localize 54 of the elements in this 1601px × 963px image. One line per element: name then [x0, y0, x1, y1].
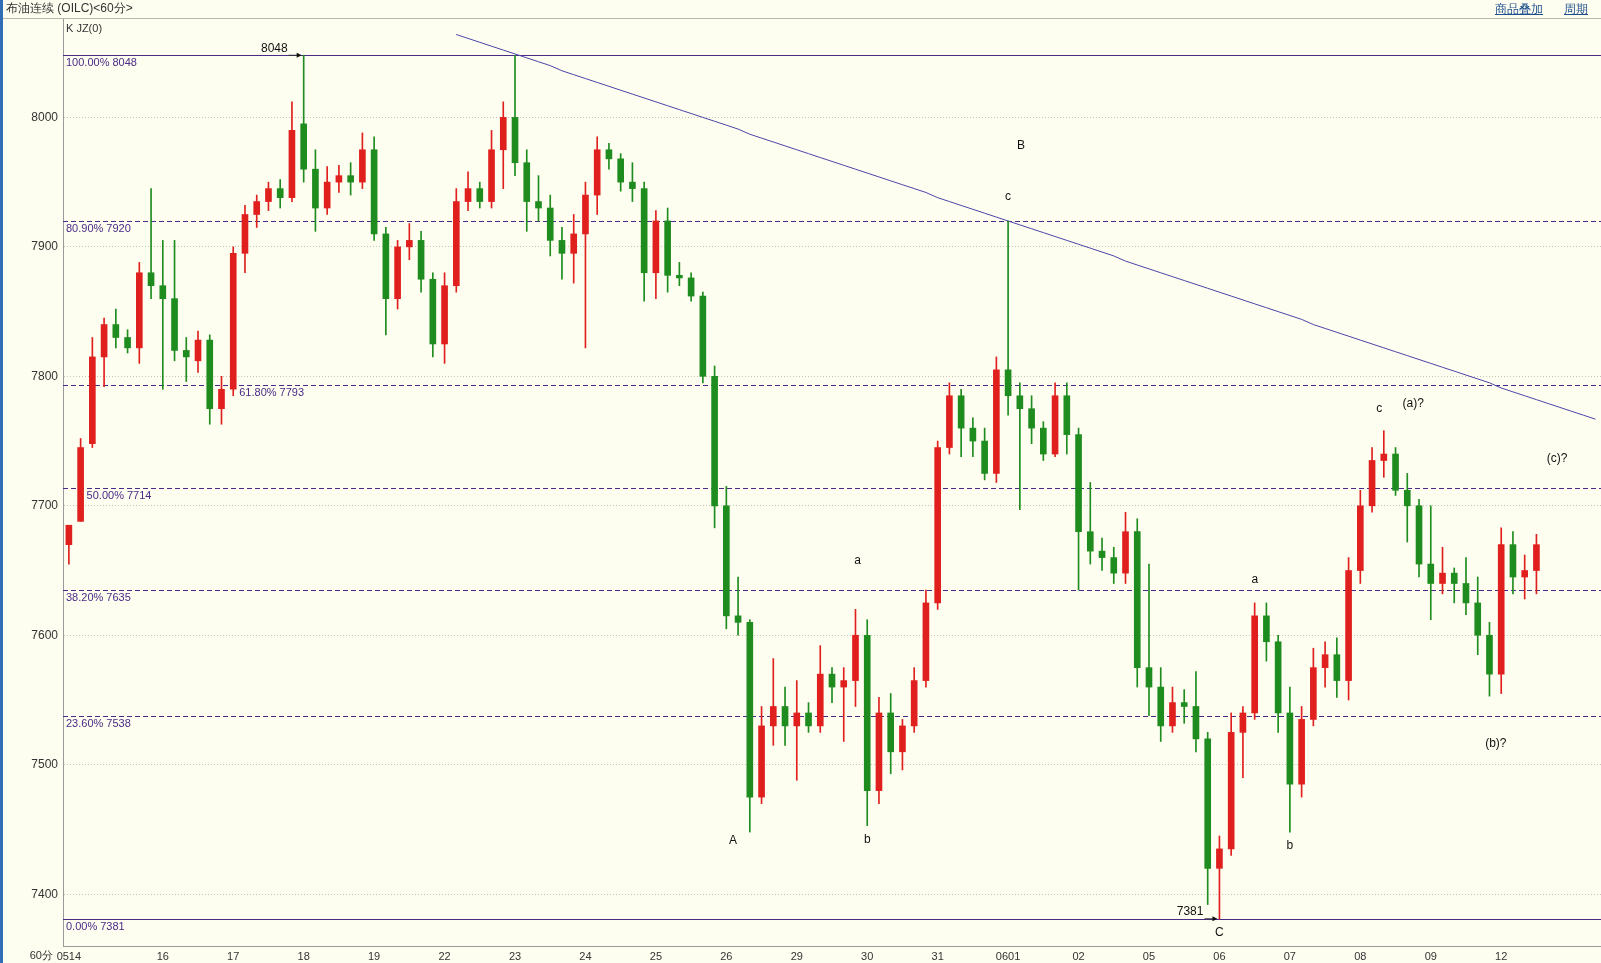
x-tick-label: 24	[579, 949, 592, 962]
y-tick-label: 7700	[31, 498, 59, 513]
x-tick-label: 0514	[56, 949, 82, 962]
annotation: 7381	[1176, 904, 1204, 919]
ref-line-label: 38.20% 7635	[66, 591, 131, 604]
y-tick-label: 7500	[31, 757, 59, 772]
x-tick-label: 07	[1283, 949, 1296, 962]
x-tick-label: 06	[1213, 949, 1226, 962]
annotation: A	[728, 832, 737, 847]
y-tick-label: 7800	[31, 368, 59, 383]
x-tick-label: 23	[508, 949, 522, 962]
ref-line-label: 80.90% 7920	[66, 222, 131, 235]
annotation: C	[1215, 925, 1225, 940]
annotation: c	[1005, 189, 1012, 204]
text: 商品叠加	[1495, 2, 1543, 16]
y-tick-label: 7600	[31, 627, 59, 642]
text: 周期	[1564, 2, 1588, 16]
x-axis-title: 60分	[29, 948, 53, 961]
y-tick-label: 7900	[31, 239, 59, 254]
x-tick-label: 22	[438, 949, 451, 962]
x-tick-label: 19	[368, 949, 381, 962]
annotation: a	[1251, 572, 1259, 587]
y-tick-label: 8000	[31, 109, 59, 124]
annotation: B	[1017, 138, 1026, 153]
ref-line-label: 50.00% 7714	[86, 489, 152, 502]
chart-subtitle: K JZ(0)	[66, 22, 103, 35]
ref-line-label: 61.80% 7793	[239, 386, 305, 399]
x-tick-label: 09	[1424, 949, 1437, 962]
annotation: (b)?	[1485, 735, 1507, 750]
annotation: c	[1376, 400, 1383, 415]
annotation: a	[854, 552, 862, 567]
x-tick-label: 16	[156, 949, 169, 962]
ref-line-label: 23.60% 7538	[66, 717, 131, 730]
x-tick-label: 18	[297, 949, 310, 962]
ref-line-label: 0.00% 7381	[66, 920, 125, 933]
x-tick-label: 26	[720, 949, 733, 962]
x-tick-label: 25	[649, 949, 663, 962]
x-tick-label: 29	[790, 949, 803, 962]
x-tick-label: 08	[1354, 949, 1367, 962]
annotation: b	[863, 831, 871, 846]
annotation: b	[1286, 838, 1294, 853]
x-tick-label: 05	[1142, 949, 1156, 962]
x-tick-label: 30	[861, 949, 874, 962]
annotation: 8048	[260, 40, 288, 55]
x-tick-label: 31	[931, 949, 944, 962]
annotation: (c)?	[1546, 450, 1568, 465]
chart-title: 布油连续 (OILC)<60分>	[6, 1, 133, 16]
x-tick-label: 0601	[995, 949, 1021, 962]
x-tick-label: 02	[1072, 949, 1085, 962]
x-tick-label: 17	[227, 949, 240, 962]
y-tick-label: 7400	[31, 886, 59, 901]
x-tick-label: 12	[1495, 949, 1508, 962]
ref-line-label: 100.00% 8048	[66, 56, 137, 69]
annotation: (a)?	[1402, 395, 1425, 410]
